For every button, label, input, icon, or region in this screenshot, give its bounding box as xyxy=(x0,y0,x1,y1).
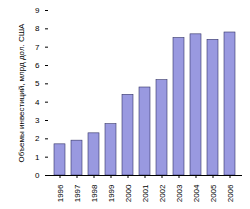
svg-text:1997: 1997 xyxy=(73,184,82,202)
svg-text:2004: 2004 xyxy=(192,184,201,202)
svg-text:7: 7 xyxy=(35,43,40,52)
svg-text:4: 4 xyxy=(35,98,40,107)
svg-text:3: 3 xyxy=(35,116,40,125)
svg-text:Объемы инвестиций, млрд дол. С: Объемы инвестиций, млрд дол. США xyxy=(17,23,26,163)
svg-text:8: 8 xyxy=(35,24,40,33)
svg-text:2000: 2000 xyxy=(124,184,133,202)
svg-text:2001: 2001 xyxy=(141,184,150,202)
svg-text:6: 6 xyxy=(35,61,40,70)
svg-text:2005: 2005 xyxy=(209,184,218,202)
svg-text:9: 9 xyxy=(35,6,40,15)
svg-text:2006: 2006 xyxy=(226,184,235,202)
svg-text:2002: 2002 xyxy=(158,184,167,202)
svg-text:1998: 1998 xyxy=(90,184,99,202)
svg-text:2003: 2003 xyxy=(175,184,184,202)
svg-text:0: 0 xyxy=(35,171,40,180)
svg-text:1996: 1996 xyxy=(56,184,65,202)
svg-text:2: 2 xyxy=(35,134,40,143)
svg-text:5: 5 xyxy=(35,79,40,88)
svg-text:1999: 1999 xyxy=(107,184,116,202)
svg-text:1: 1 xyxy=(35,153,40,162)
